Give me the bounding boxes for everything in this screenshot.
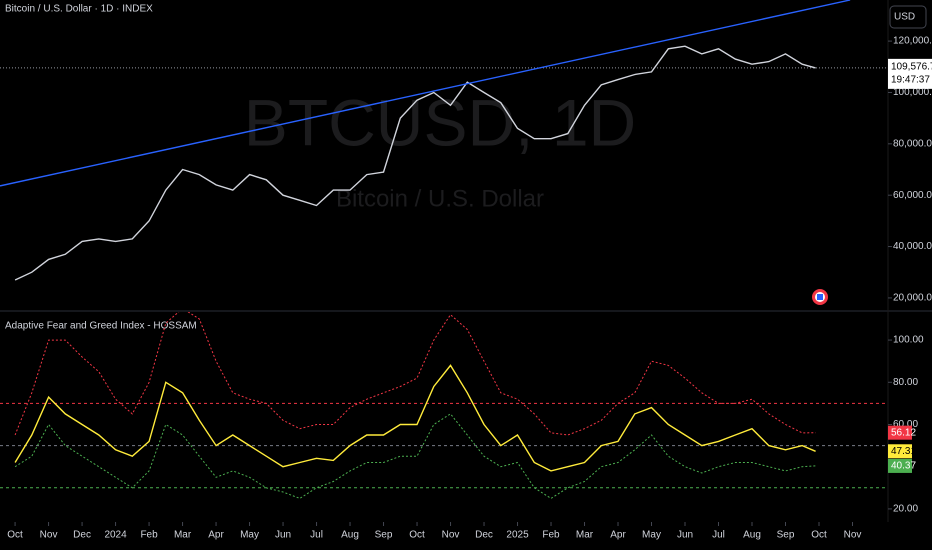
value-badge — [888, 458, 912, 473]
currency-label: USD — [894, 12, 915, 23]
series-line — [14, 45, 816, 281]
series-line — [0, 0, 851, 187]
x-tick-label: Feb — [140, 530, 158, 541]
x-tick-label: Jun — [677, 530, 693, 541]
x-tick-label: Aug — [341, 530, 359, 541]
y-tick-label: 20.00 — [893, 504, 918, 515]
y-tick-label: 100.00 — [893, 335, 924, 346]
x-tick-label: Nov — [40, 530, 58, 541]
x-tick-label: Jul — [712, 530, 725, 541]
x-tick-label: Mar — [174, 530, 192, 541]
value-badge-label: 40.37 — [891, 461, 916, 472]
value-badge — [888, 444, 912, 459]
y-tick-label: 80,000.00 — [893, 138, 932, 149]
currency-button[interactable] — [889, 5, 927, 29]
series-line — [14, 312, 816, 436]
x-tick-label: Dec — [73, 530, 91, 541]
series-line — [14, 364, 816, 472]
x-tick-label: 2025 — [506, 530, 529, 541]
y-tick-label: 40,000.00 — [893, 241, 932, 252]
x-tick-label: Oct — [7, 530, 23, 541]
x-tick-label: Jun — [275, 530, 291, 541]
indicator-title: Adaptive Fear and Greed Index - HOSSAM — [5, 321, 197, 332]
x-tick-label: Sep — [375, 530, 393, 541]
symbol-title: Bitcoin / U.S. Dollar · 1D · INDEX — [5, 4, 153, 15]
x-tick-label: Apr — [610, 530, 626, 541]
x-tick-label: Nov — [442, 530, 460, 541]
x-tick-label: Feb — [542, 530, 560, 541]
x-tick-label: Dec — [475, 530, 493, 541]
last-price-box — [888, 58, 932, 89]
x-tick-label: Nov — [844, 530, 862, 541]
y-tick-label: 60,000.00 — [893, 190, 932, 201]
y-tick-label: 20,000.00 — [893, 293, 932, 304]
x-tick-label: Oct — [811, 530, 827, 541]
x-tick-label: Jul — [310, 530, 323, 541]
x-tick-label: Aug — [743, 530, 761, 541]
x-tick-label: May — [240, 530, 259, 541]
x-tick-label: Oct — [409, 530, 425, 541]
x-tick-label: 2024 — [104, 530, 127, 541]
y-tick-label: 120,000.00 — [893, 36, 932, 47]
value-badge — [888, 425, 912, 440]
last-price-label: 109,576.77 — [891, 62, 932, 73]
x-tick-label: May — [642, 530, 661, 541]
x-tick-label: Mar — [576, 530, 594, 541]
countdown-label: 19:47:37 — [891, 75, 930, 86]
value-badge-label: 56.12 — [891, 427, 916, 438]
value-badge-label: 47.31 — [891, 446, 916, 457]
event-flag — [817, 294, 823, 300]
y-tick-label: 100,000.00 — [893, 87, 932, 98]
x-tick-label: Sep — [777, 530, 795, 541]
x-tick-label: Apr — [208, 530, 224, 541]
y-tick-label: 80.00 — [893, 377, 918, 388]
series-line — [14, 413, 816, 499]
y-tick-label: 60.00 — [893, 419, 918, 430]
watermark-subtitle: Bitcoin / U.S. Dollar — [336, 185, 544, 212]
